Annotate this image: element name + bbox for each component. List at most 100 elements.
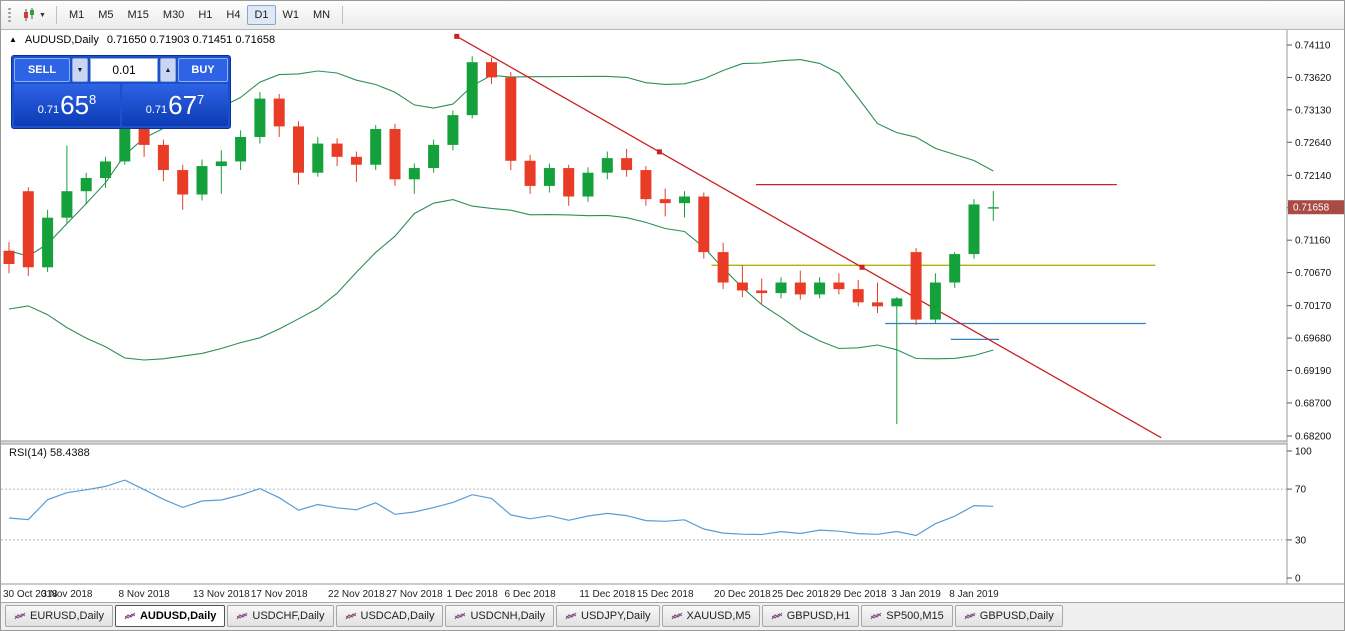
- toolbar-grip[interactable]: [7, 7, 12, 23]
- tab-chart-icon: [236, 612, 248, 619]
- tab-xauusd-m5[interactable]: XAUUSD,M5: [661, 604, 760, 627]
- price-scale-label: 0.72640: [1295, 138, 1332, 149]
- pane-splitter[interactable]: [1, 441, 1287, 445]
- tab-label: XAUUSD,M5: [686, 609, 751, 622]
- tab-audusd-daily[interactable]: AUDUSD,Daily: [114, 604, 226, 627]
- tab-label: SP500,M15: [886, 609, 944, 622]
- chart-type-button[interactable]: ▼: [17, 5, 51, 25]
- tab-sp500-m15[interactable]: SP500,M15: [861, 604, 953, 627]
- sell-price-display[interactable]: 0.71 65 8: [14, 84, 120, 126]
- tab-label: USDCAD,Daily: [360, 609, 435, 622]
- tab-chart-icon: [771, 612, 783, 619]
- tab-label: EURUSD,Daily: [30, 609, 104, 622]
- price-scale-label: 0.70170: [1295, 301, 1332, 312]
- candle-body: [370, 129, 382, 165]
- time-axis-label: 8 Jan 2019: [949, 589, 999, 600]
- price-scale-label: 0.73130: [1295, 105, 1332, 116]
- tf-button-mn[interactable]: MN: [306, 5, 337, 25]
- candle-body: [601, 158, 613, 173]
- tab-usdjpy-daily[interactable]: USDJPY,Daily: [556, 604, 660, 627]
- current-price-badge: [1288, 200, 1344, 215]
- trendline-handle[interactable]: [859, 264, 865, 270]
- candle-body: [949, 254, 961, 283]
- toolbar-separator: [342, 6, 344, 24]
- tab-gbpusd-daily[interactable]: GBPUSD,Daily: [954, 604, 1063, 627]
- tab-usdchf-daily[interactable]: USDCHF,Daily: [227, 604, 334, 627]
- current-price-badge-text: 0.71658: [1293, 203, 1330, 214]
- tf-button-h1[interactable]: H1: [191, 5, 219, 25]
- candle-body: [254, 98, 266, 137]
- candle-body: [389, 129, 401, 180]
- tab-chart-icon: [565, 612, 577, 619]
- candle-body: [235, 136, 247, 162]
- candle-body: [215, 161, 227, 167]
- tab-label: GBPUSD,H1: [786, 609, 851, 622]
- lot-decrease-button[interactable]: ▼: [72, 58, 88, 82]
- price-scale-label: 0.69680: [1295, 334, 1332, 345]
- candle-body: [486, 62, 497, 78]
- buy-price-pips: 67: [168, 90, 198, 120]
- tab-eurusd-daily[interactable]: EURUSD,Daily: [5, 604, 113, 627]
- chart-tabs-bar: EURUSD,Daily AUDUSD,Daily USDCHF,Daily U…: [1, 602, 1344, 630]
- candle-body: [466, 62, 478, 116]
- tab-gbpusd-h1[interactable]: GBPUSD,H1: [761, 604, 860, 627]
- buy-button[interactable]: BUY: [178, 58, 228, 82]
- time-axis-label: 30 Oct 2018: [3, 589, 58, 600]
- lot-increase-button[interactable]: ▲: [160, 58, 176, 82]
- tab-chart-icon: [124, 612, 136, 619]
- tf-button-w1[interactable]: W1: [276, 5, 307, 25]
- candle-body: [814, 282, 826, 295]
- rsi-scale-label: 30: [1295, 535, 1307, 546]
- rsi-indicator-label: RSI(14) 58.4388: [9, 447, 90, 459]
- trendline-object[interactable]: [456, 35, 1162, 439]
- candle-body: [717, 252, 729, 283]
- tf-button-d1[interactable]: D1: [247, 5, 276, 25]
- tab-chart-icon: [671, 612, 682, 619]
- time-axis-label: 25 Dec 2018: [772, 589, 829, 600]
- trendline-handle[interactable]: [454, 33, 460, 39]
- price-scale-label: 0.72140: [1295, 171, 1332, 182]
- time-axis-label: 1 Dec 2018: [447, 589, 499, 600]
- buy-price-display[interactable]: 0.71 67 7: [122, 84, 228, 126]
- trendline-handle[interactable]: [656, 149, 662, 155]
- tab-label: USDCHF,Daily: [252, 609, 325, 622]
- sell-button[interactable]: SELL: [14, 58, 70, 82]
- chart-title-symbol: AUDUSD,Daily: [24, 34, 99, 46]
- time-axis-label: 29 Dec 2018: [830, 589, 887, 600]
- time-axis-label: 3 Jan 2019: [891, 589, 941, 600]
- buy-price-pipette: 7: [197, 91, 205, 107]
- candle-body: [756, 290, 768, 294]
- price-scale-label: 0.68200: [1295, 432, 1332, 443]
- one-click-collapse-icon[interactable]: ▲: [9, 35, 17, 44]
- tf-button-h4[interactable]: H4: [219, 5, 247, 25]
- tf-button-m1[interactable]: M1: [62, 5, 91, 25]
- candle-body: [775, 282, 787, 294]
- candle-body: [659, 199, 671, 204]
- tab-usdcad-daily[interactable]: USDCAD,Daily: [335, 604, 444, 627]
- candle-body: [582, 172, 594, 197]
- tab-chart-icon: [345, 612, 356, 619]
- tf-button-m5[interactable]: M5: [91, 5, 120, 25]
- rsi-scale-label: 100: [1295, 447, 1312, 458]
- time-axis-label: 3 Nov 2018: [41, 589, 93, 600]
- candle-body: [350, 156, 362, 165]
- toolbar-separator: [55, 6, 57, 24]
- tab-chart-icon: [870, 612, 882, 619]
- rsi-scale-label: 70: [1295, 485, 1307, 496]
- price-scale-label: 0.74110: [1295, 41, 1331, 52]
- tf-button-m30[interactable]: M30: [156, 5, 191, 25]
- tab-usdcnh-daily[interactable]: USDCNH,Daily: [445, 604, 555, 627]
- candle-body: [408, 168, 420, 180]
- price-scale-label: 0.70670: [1295, 268, 1332, 279]
- time-axis-label: 13 Nov 2018: [193, 589, 250, 600]
- candle-body: [61, 191, 73, 218]
- bollinger-lower-band: [8, 199, 994, 361]
- candle-body: [563, 168, 575, 197]
- candle-body: [736, 282, 748, 291]
- candle-body: [505, 77, 517, 161]
- tf-button-m15[interactable]: M15: [121, 5, 156, 25]
- candle-body: [543, 168, 555, 186]
- lot-size-input[interactable]: [90, 58, 158, 82]
- candle-body: [621, 158, 633, 171]
